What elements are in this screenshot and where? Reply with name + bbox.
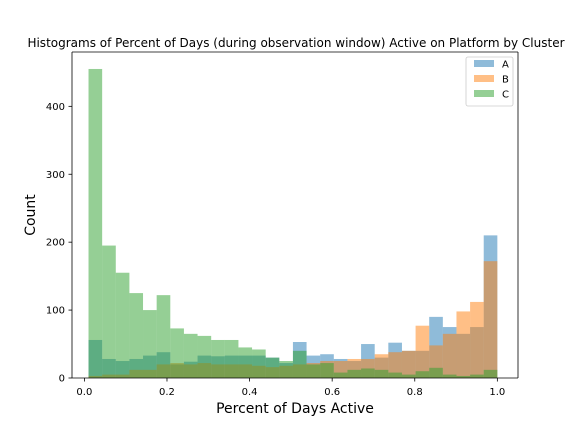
bar-c-7 [183,333,198,378]
x-tick-label: 0.2 [159,387,175,398]
bar-c-13 [265,357,280,379]
bar-c-28 [470,374,484,378]
bar-c-11 [238,347,253,378]
bar-c-19 [347,369,362,378]
x-tick-label: 0.0 [76,387,92,398]
x-tick-label: 1.0 [489,387,505,398]
bar-c-26 [442,374,457,378]
bar-c-0 [88,68,103,378]
x-tick-label: 0.8 [407,387,423,398]
legend-label-a: A [502,60,509,71]
legend-swatch-c [474,90,494,97]
bar-b-28 [470,301,484,378]
bar-c-27 [456,375,471,378]
legend-label-b: B [502,75,509,86]
x-tick-label: 0.6 [324,387,340,398]
y-tick-label: 400 [46,102,65,113]
x-tick-label: 0.4 [242,387,258,398]
bar-b-29 [483,261,498,378]
bar-c-14 [279,361,293,378]
bar-c-23 [401,374,416,378]
x-axis-label: Percent of Days Active [216,401,374,417]
y-tick-label: 200 [46,238,65,249]
y-axis-label: Count [23,194,39,236]
bar-c-18 [333,372,348,378]
bar-c-24 [415,371,430,378]
bar-b-23 [401,350,416,378]
bar-c-3 [129,293,144,378]
bar-c-15 [292,350,307,378]
bar-c-25 [429,367,443,378]
legend: ABC [465,56,514,107]
bar-c-10 [224,339,239,378]
ticks-layer: 0.0 0.2 0.4 0.6 0.8 1.0 0 100 200 300 400 [46,102,505,398]
bar-c-22 [388,372,402,378]
legend-swatch-b [474,75,494,82]
bar-c-17 [320,363,334,378]
bar-b-27 [456,311,471,378]
bar-c-21 [374,369,389,378]
bar-c-1 [102,245,116,378]
bar-c-12 [252,349,266,378]
bar-b-22 [388,352,402,378]
bar-c-5 [156,295,171,378]
bar-c-29 [483,369,498,378]
bar-c-20 [361,368,375,378]
y-tick-label: 100 [46,306,65,317]
legend-label-c: C [502,90,509,101]
bar-b-26 [442,333,457,378]
bars-layer [88,68,498,379]
legend-items: ABC [474,60,509,101]
y-tick-label: 0 [59,374,65,385]
chart-title: Histograms of Percent of Days (during ob… [27,36,564,50]
bar-c-4 [143,310,157,378]
bar-c-9 [211,339,225,378]
bar-c-2 [115,272,130,378]
legend-swatch-a [474,60,494,67]
y-tick-label: 300 [46,170,65,181]
series-c-bars [88,68,498,379]
bar-b-24 [415,325,430,378]
bar-c-6 [170,328,184,378]
bar-c-8 [197,335,212,378]
bar-c-16 [306,364,321,378]
